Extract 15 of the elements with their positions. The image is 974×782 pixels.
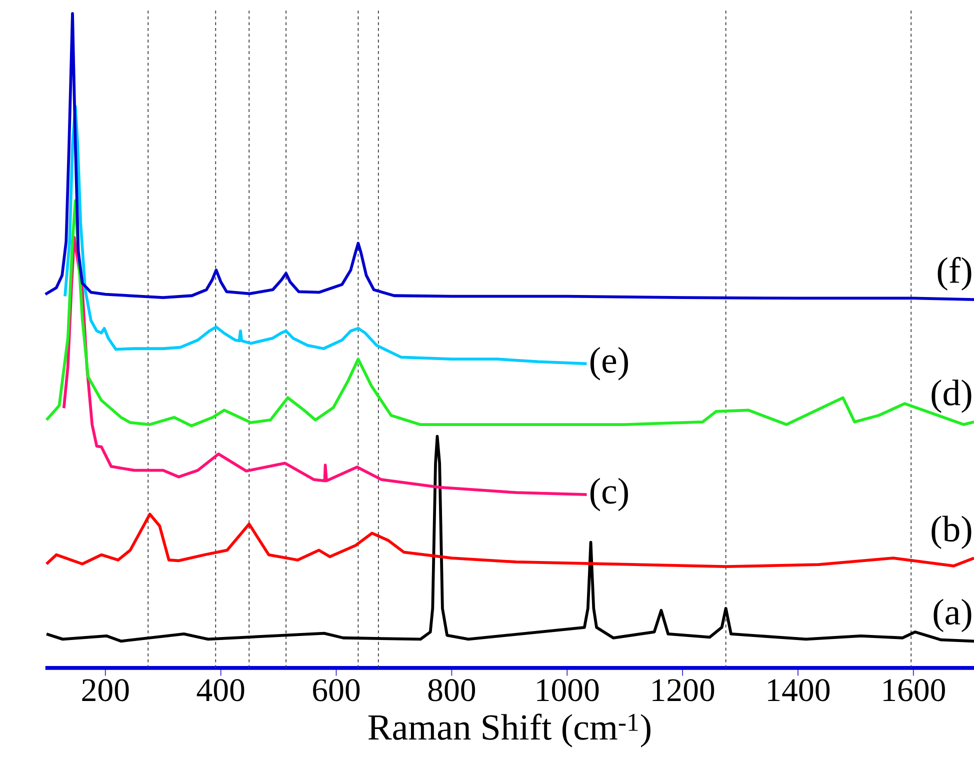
x-tick-label: 1600 bbox=[883, 679, 945, 702]
x-tick-label: 800 bbox=[428, 679, 476, 702]
series-label: (a) bbox=[934, 598, 972, 632]
x-tick-label: 1200 bbox=[652, 679, 714, 702]
series-label: (b) bbox=[932, 516, 972, 550]
x-tick-label: 1400 bbox=[768, 679, 830, 702]
x-tick-label: 400 bbox=[196, 679, 244, 702]
x-tick-label: 1000 bbox=[537, 679, 599, 702]
x-axis-title: Raman Shift (cm$^{-1}$) bbox=[368, 714, 650, 748]
series-label: (e) bbox=[590, 347, 628, 380]
x-tick-label: 600 bbox=[313, 679, 360, 702]
series-label: (d) bbox=[932, 380, 972, 413]
x-tick-label: 200 bbox=[82, 679, 129, 702]
series-label: (f) bbox=[938, 256, 972, 291]
series-label: (c) bbox=[590, 478, 628, 512]
